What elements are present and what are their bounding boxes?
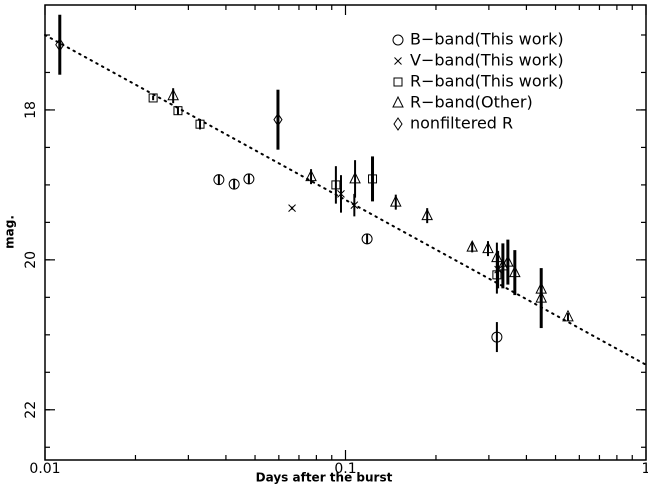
legend-marker — [393, 117, 403, 131]
marker — [389, 195, 402, 207]
y-tick-label: 18 — [23, 101, 39, 119]
marker — [288, 204, 296, 212]
legend-label: nonfiltered R — [410, 114, 513, 133]
legend-marker — [394, 57, 402, 65]
marker — [497, 258, 509, 271]
legend-label: B−band(This work) — [410, 30, 564, 49]
marker — [509, 265, 521, 278]
marker — [337, 190, 345, 198]
marker — [148, 93, 158, 103]
model-line — [44, 33, 647, 366]
marker — [535, 290, 548, 303]
marker — [331, 180, 341, 190]
legend-marker — [392, 34, 404, 46]
legend-label: R−band(Other) — [410, 93, 533, 112]
marker — [173, 106, 183, 116]
x-tick-label: 0.01 — [29, 461, 60, 477]
marker — [491, 331, 503, 343]
marker — [273, 112, 283, 127]
y-tick-label: 20 — [23, 251, 39, 269]
marker — [213, 174, 225, 186]
legend-marker — [393, 77, 403, 87]
marker — [491, 250, 503, 263]
legend-marker — [392, 95, 404, 108]
marker — [243, 173, 255, 185]
marker — [305, 169, 317, 182]
marker — [55, 37, 65, 52]
marker — [349, 171, 361, 184]
marker — [350, 201, 359, 209]
marker — [228, 178, 240, 190]
marker — [502, 254, 514, 267]
y-tick-label: 22 — [23, 401, 39, 419]
x-tick-label: 1 — [642, 461, 648, 477]
x-tick-label: 0.1 — [334, 461, 356, 477]
marker — [466, 239, 479, 252]
marker — [368, 174, 378, 184]
marker — [195, 119, 205, 129]
legend-label: R−band(This work) — [410, 72, 564, 91]
marker — [562, 309, 574, 322]
x-axis-label: Days after the burst — [256, 471, 393, 485]
marker — [482, 241, 494, 254]
y-axis-label: mag. — [3, 215, 17, 249]
marker — [421, 208, 433, 221]
marker — [167, 88, 179, 101]
marker — [361, 233, 373, 245]
legend-label: V−band(This work) — [410, 51, 564, 70]
